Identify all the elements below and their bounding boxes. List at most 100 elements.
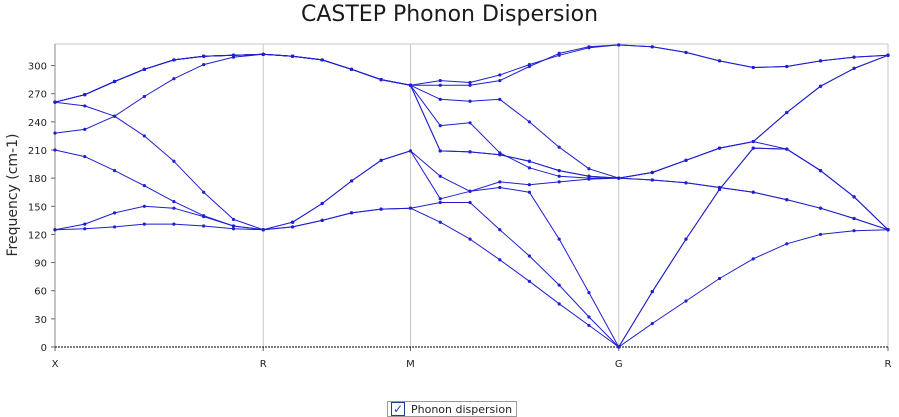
data-point [751,146,755,150]
y-tick-label: 90 [34,259,47,270]
data-point [438,174,442,178]
data-point [498,180,502,184]
data-point [498,153,502,157]
data-point [587,45,591,49]
data-point [261,228,265,232]
data-point [852,229,856,233]
data-point [852,55,856,59]
data-point [468,150,472,154]
data-point [468,237,472,241]
data-point [557,169,561,173]
data-point [852,216,856,221]
data-point [818,169,823,173]
data-point [83,127,87,131]
x-tick-label: R [885,359,892,370]
axis-layer: 0 30 60 90 120 150 180 210 240 270 300 X R M G R [28,44,892,370]
data-point [717,276,722,281]
x-tick-label: R [260,359,267,370]
y-tick-label: 120 [28,230,47,241]
data-point [438,220,442,224]
data-point [852,195,856,199]
series-line [54,147,889,348]
data-point [291,54,295,58]
data-point [818,84,823,88]
y-tick-label: 60 [34,287,47,298]
data-point [684,50,688,55]
legend[interactable]: ✓ Phonon dispersion [387,401,518,417]
data-point [468,121,472,125]
series-3 [53,146,890,349]
data-point [231,53,236,57]
data-point [498,78,502,83]
data-point [349,211,354,215]
legend-checkbox[interactable]: ✓ [391,402,405,416]
data-point [112,79,117,84]
data-point [587,315,591,319]
data-point [684,237,688,241]
data-point [650,170,654,175]
data-point [684,299,688,303]
data-point [751,65,755,70]
data-point [527,279,531,283]
data-point [438,200,442,205]
y-tick-label: 240 [28,118,47,129]
data-point [142,184,146,188]
data-point [498,97,502,101]
data-point [557,174,561,178]
data-point [202,54,206,58]
data-point [557,51,561,55]
data-point [557,180,561,184]
data-point [202,190,206,194]
y-tick-label: 300 [28,62,47,73]
data-point [557,283,561,287]
x-tick-label: X [52,359,59,370]
data-point [438,149,442,153]
data-point [785,242,789,246]
series-line [54,53,889,231]
data-point [53,100,57,104]
chart-title: CASTEP Phonon Dispersion [300,2,599,27]
series-line [54,53,889,179]
data-point [83,154,87,159]
data-point [172,58,176,62]
data-point [587,323,591,328]
data-point [408,83,413,87]
data-point [650,45,654,49]
y-tick-label: 270 [28,90,47,101]
data-point [112,225,117,229]
data-point [717,59,722,63]
data-point [231,217,236,222]
data-point [717,146,722,150]
series-line [54,147,889,348]
series-5 [53,52,890,232]
data-point [498,258,502,262]
y-axis-label: Frequency (cm-1) [5,134,21,257]
data-point [112,114,117,118]
data-point [527,183,531,187]
data-point [785,110,789,115]
data-point [650,178,654,182]
data-point [527,64,531,69]
data-point [142,204,146,208]
data-point [557,302,561,306]
y-tick-label: 150 [28,202,47,213]
data-point [468,189,472,193]
series-10 [53,43,890,104]
data-point [498,185,502,190]
data-point [379,78,383,82]
y-tick-label: 180 [28,174,47,185]
data-point [751,257,755,261]
y-tick-label: 0 [41,343,47,354]
data-point [408,206,413,210]
data-point [717,185,722,190]
data-point [83,93,87,97]
data-point [320,201,324,206]
data-point [83,227,87,231]
y-tick-label: 210 [28,146,47,157]
data-point [53,228,57,232]
data-point [557,237,561,241]
data-point [438,197,442,201]
data-point [408,149,413,153]
series-2 [53,146,890,349]
data-point [751,190,755,194]
